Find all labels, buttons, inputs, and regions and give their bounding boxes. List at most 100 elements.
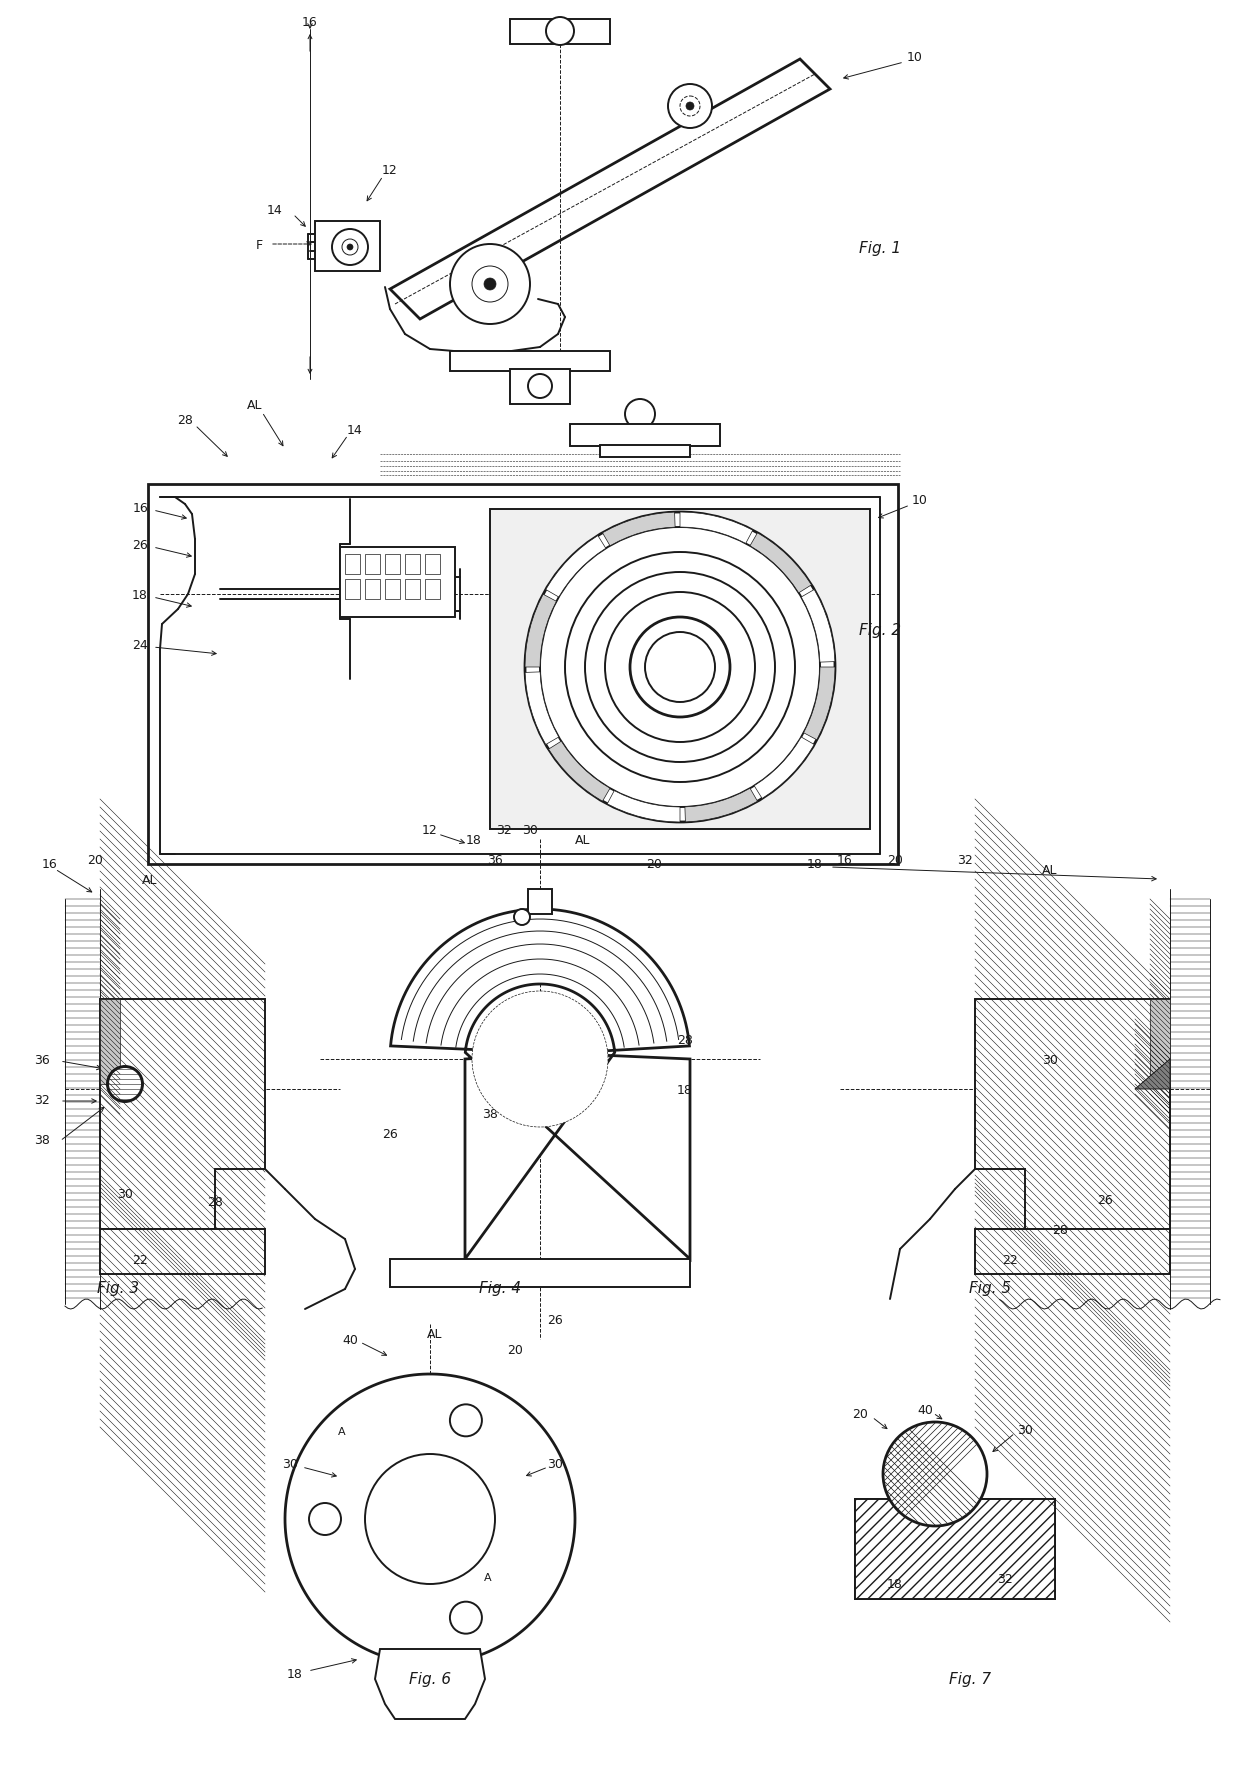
- Circle shape: [668, 84, 712, 129]
- Text: 18: 18: [133, 589, 148, 601]
- Text: AL: AL: [428, 1327, 443, 1340]
- Polygon shape: [391, 61, 830, 320]
- Bar: [345, 555, 360, 574]
- Text: AL: AL: [575, 834, 590, 846]
- Polygon shape: [1135, 1059, 1171, 1090]
- Circle shape: [883, 1422, 987, 1526]
- Circle shape: [528, 374, 552, 399]
- Circle shape: [450, 245, 529, 326]
- Text: 18: 18: [807, 859, 823, 871]
- Text: 20: 20: [646, 859, 662, 871]
- Text: AL: AL: [143, 873, 157, 886]
- Bar: [570, 424, 720, 447]
- Polygon shape: [100, 1000, 120, 1084]
- Circle shape: [539, 528, 820, 807]
- Bar: [856, 1499, 1055, 1599]
- Bar: [100, 1000, 120, 1084]
- Circle shape: [686, 104, 694, 111]
- Circle shape: [472, 267, 508, 302]
- Text: 20: 20: [507, 1344, 523, 1356]
- Bar: [425, 555, 440, 574]
- Bar: [365, 555, 379, 574]
- Text: 18: 18: [288, 1667, 303, 1680]
- Text: Fig. 4: Fig. 4: [479, 1279, 521, 1295]
- Bar: [405, 580, 420, 599]
- Text: Fig. 5: Fig. 5: [968, 1279, 1011, 1295]
- Text: 40: 40: [342, 1333, 358, 1345]
- Text: 36: 36: [35, 1054, 50, 1066]
- Text: Fig. 3: Fig. 3: [97, 1279, 139, 1295]
- Bar: [856, 1499, 1055, 1599]
- Polygon shape: [680, 513, 753, 544]
- Polygon shape: [100, 1000, 265, 1229]
- Circle shape: [108, 1068, 143, 1102]
- Circle shape: [450, 1404, 482, 1437]
- Polygon shape: [1149, 1000, 1171, 1084]
- Circle shape: [472, 991, 608, 1127]
- Polygon shape: [975, 1229, 1171, 1274]
- Text: 30: 30: [547, 1458, 563, 1471]
- Bar: [856, 1499, 1055, 1599]
- Text: AL: AL: [247, 399, 263, 411]
- Polygon shape: [801, 590, 835, 662]
- Bar: [975, 1000, 1171, 1170]
- Circle shape: [309, 1503, 341, 1535]
- Text: 30: 30: [117, 1188, 133, 1200]
- Bar: [975, 1229, 1171, 1274]
- Text: A: A: [484, 1573, 492, 1581]
- Bar: [340, 547, 455, 617]
- Text: 26: 26: [1097, 1193, 1112, 1206]
- Text: 32: 32: [35, 1093, 50, 1106]
- Bar: [345, 580, 360, 599]
- Polygon shape: [608, 791, 680, 823]
- Text: 38: 38: [482, 1107, 498, 1122]
- Circle shape: [484, 279, 496, 292]
- Bar: [100, 1000, 265, 1170]
- Text: 10: 10: [913, 494, 928, 506]
- Bar: [1149, 1000, 1171, 1084]
- Text: Fig. 6: Fig. 6: [409, 1671, 451, 1687]
- Circle shape: [546, 18, 574, 47]
- Circle shape: [485, 1004, 595, 1115]
- Text: 28: 28: [177, 413, 193, 426]
- Text: 16: 16: [42, 859, 58, 871]
- Bar: [450, 352, 610, 372]
- Bar: [510, 370, 570, 404]
- Text: 20: 20: [852, 1408, 868, 1420]
- Text: Fig. 1: Fig. 1: [859, 240, 901, 256]
- Text: 14: 14: [347, 424, 363, 437]
- Bar: [405, 555, 420, 574]
- Circle shape: [450, 1601, 482, 1633]
- Text: 26: 26: [547, 1313, 563, 1326]
- Circle shape: [107, 1066, 143, 1102]
- Text: 12: 12: [382, 163, 398, 177]
- Circle shape: [565, 553, 795, 782]
- Text: AL: AL: [1043, 862, 1058, 877]
- Text: 18: 18: [466, 834, 482, 846]
- Text: 26: 26: [133, 538, 148, 551]
- Text: 14: 14: [267, 204, 281, 216]
- Bar: [425, 580, 440, 599]
- Text: 28: 28: [1052, 1224, 1068, 1236]
- Text: 26: 26: [382, 1127, 398, 1141]
- Polygon shape: [285, 1374, 575, 1664]
- Text: 22: 22: [133, 1252, 148, 1267]
- Text: 32: 32: [957, 853, 973, 866]
- Bar: [391, 1259, 689, 1288]
- Bar: [365, 580, 379, 599]
- Polygon shape: [754, 737, 815, 800]
- Bar: [1135, 1059, 1171, 1090]
- Circle shape: [585, 572, 775, 762]
- Text: Fig. 2: Fig. 2: [859, 623, 901, 637]
- Text: 32: 32: [997, 1573, 1013, 1585]
- Circle shape: [630, 617, 730, 717]
- Bar: [384, 555, 401, 574]
- Text: 30: 30: [1017, 1422, 1033, 1437]
- Text: 20: 20: [87, 853, 103, 866]
- Bar: [384, 580, 401, 599]
- Text: 40: 40: [918, 1403, 932, 1415]
- Circle shape: [515, 909, 529, 925]
- Circle shape: [500, 1020, 580, 1100]
- Polygon shape: [804, 667, 835, 741]
- Polygon shape: [975, 1000, 1171, 1229]
